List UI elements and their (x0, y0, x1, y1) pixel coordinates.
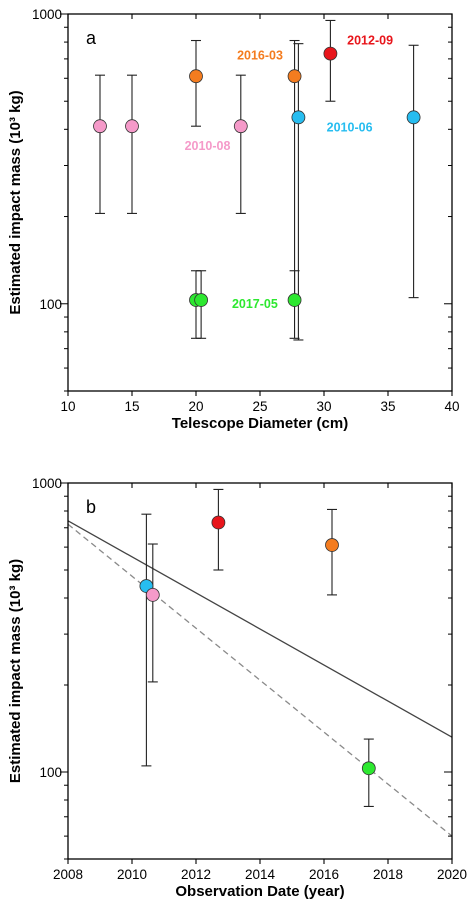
data-point-2012-09 (323, 46, 338, 61)
data-point-2017-05 (194, 293, 209, 307)
data-point-2010-06 (291, 110, 306, 125)
x-axis-label: Telescope Diameter (cm) (172, 415, 348, 432)
x-tick-label: 2010 (117, 867, 147, 882)
x-tick-label: 40 (444, 399, 459, 414)
data-point-2012-09 (211, 515, 226, 530)
x-axis-label: Observation Date (year) (175, 883, 344, 900)
x-tick-label: 25 (252, 399, 267, 414)
data-point-2010-08 (93, 119, 107, 134)
x-tick-label: 2018 (373, 867, 403, 882)
annotation-2010-08: 2010-08 (185, 139, 231, 153)
data-point-2010-08 (125, 119, 139, 134)
y-tick-label: 1000 (32, 7, 62, 22)
annotation-2012-09: 2012-09 (347, 34, 393, 48)
x-tick-label: 2008 (53, 867, 83, 882)
y-tick-label: 100 (39, 297, 62, 312)
data-point-2017-05 (287, 293, 302, 307)
annotation-2016-03: 2016-03 (237, 48, 283, 62)
data-point-2010-08 (233, 119, 248, 134)
y-axis-label: Estimated impact mass (10³ kg) (7, 559, 24, 783)
data-point-2016-03 (287, 69, 302, 84)
x-tick-label: 30 (316, 399, 331, 414)
data-point-2010-06 (406, 110, 421, 125)
plot-frame (67, 13, 453, 392)
plot-frame (67, 482, 453, 860)
x-tick-label: 10 (60, 399, 75, 414)
x-tick-label: 2012 (181, 867, 211, 882)
x-tick-label: 2016 (309, 867, 339, 882)
x-tick-label: 2020 (437, 867, 467, 882)
data-point-2016-03 (189, 69, 203, 84)
panel-b-impact-mass-vs-observation-date: 2008 2010 2012 2014 2016 2018 2020 100 1000 Obser… (7, 476, 467, 900)
annotation-2017-05: 2017-05 (232, 297, 278, 311)
data-point-2016-03 (325, 538, 339, 552)
panel-a-impact-mass-vs-telescope-diameter: 10 15 20 25 30 35 40 100 1000 Telescope Diameter … (7, 7, 460, 432)
data-point-2017-05 (361, 761, 376, 776)
x-tick-label: 20 (188, 399, 203, 414)
fit-line-solid (67, 520, 453, 738)
annotation-2010-06: 2010-06 (327, 121, 373, 135)
x-tick-label: 15 (124, 399, 139, 414)
y-tick-label: 1000 (32, 476, 62, 491)
data-point-2010-08 (145, 588, 160, 602)
panel-letter: b (86, 497, 96, 517)
y-axis-label: Estimated impact mass (10³ kg) (7, 90, 24, 314)
y-tick-label: 100 (39, 765, 62, 780)
x-tick-label: 2014 (245, 867, 276, 882)
fit-line-dashed (67, 523, 453, 837)
panel-letter: a (86, 28, 97, 48)
x-tick-label: 35 (380, 399, 395, 414)
